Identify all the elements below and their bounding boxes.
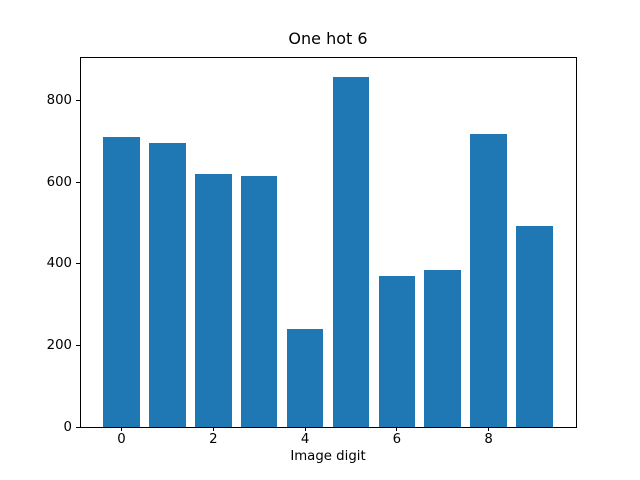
bar-digit-0 xyxy=(103,137,140,428)
y-tick-200 xyxy=(75,345,80,346)
y-tick-600 xyxy=(75,181,80,183)
bar-digit-1 xyxy=(149,143,186,428)
y-tick-label-200: 200 xyxy=(46,338,72,353)
bar-digit-7 xyxy=(424,270,462,428)
x-tick-6 xyxy=(396,427,398,432)
x-tick-label-2: 2 xyxy=(209,431,218,447)
x-tick-label-0: 0 xyxy=(117,431,126,447)
y-tick-800 xyxy=(75,100,80,101)
x-tick-8 xyxy=(488,427,490,432)
y-tick-0 xyxy=(75,426,80,428)
bar-digit-2 xyxy=(194,174,232,428)
x-tick-4 xyxy=(304,427,306,432)
bar-digit-8 xyxy=(470,134,507,428)
x-tick-label-8: 8 xyxy=(484,431,493,447)
y-tick-label-600: 600 xyxy=(46,174,72,190)
x-tick-label-6: 6 xyxy=(392,431,402,447)
bar-digit-4 xyxy=(286,329,324,428)
bar-digit-9 xyxy=(516,225,553,428)
bar-digit-6 xyxy=(378,276,416,428)
y-tick-label-800: 800 xyxy=(46,93,72,108)
y-tick-label-400: 400 xyxy=(46,256,72,272)
y-tick-400 xyxy=(75,263,80,265)
x-tick-2 xyxy=(212,427,214,432)
x-tick-0 xyxy=(121,427,122,432)
y-tick-label-0: 0 xyxy=(63,419,72,435)
x-axis-label: Image digit xyxy=(290,449,366,464)
bar-digit-5 xyxy=(332,77,370,428)
chart-title: One hot 6 xyxy=(288,29,368,48)
x-tick-label-4: 4 xyxy=(300,431,310,447)
bar-digit-3 xyxy=(240,176,278,428)
